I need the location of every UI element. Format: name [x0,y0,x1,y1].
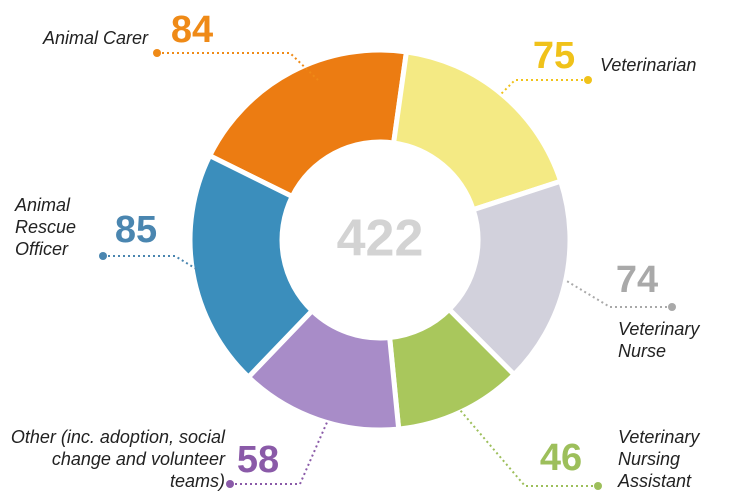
leader-dot [153,49,161,57]
donut-segment [187,152,316,381]
category-label: Animal Carer [42,28,148,48]
value-label: 46 [540,437,582,479]
leader-line [499,79,588,96]
leader-dot [668,303,676,311]
leader-dot [99,252,107,260]
category-label: Veterinarian [600,55,697,75]
value-label: 75 [533,35,575,77]
total-label: 422 [337,210,424,268]
leader-dot [226,480,234,488]
value-label: 74 [616,259,658,301]
leader-line [230,419,329,485]
donut-segment [390,49,564,213]
category-label: Animal Rescue Officer [15,195,77,259]
value-label: 85 [115,209,157,251]
value-label: 58 [237,439,279,481]
donut-segment [206,47,410,200]
leader-dot [594,482,602,490]
value-label: 84 [171,9,213,51]
category-label: Other (inc. adoption, social change and … [10,427,225,491]
leader-dot [584,76,592,84]
donut-segment [445,178,573,379]
leader-line [564,279,672,308]
category-label: Veterinary Nursing Assistant [618,427,700,491]
category-label: Veterinary Nurse [618,319,700,361]
leader-line [103,255,199,271]
